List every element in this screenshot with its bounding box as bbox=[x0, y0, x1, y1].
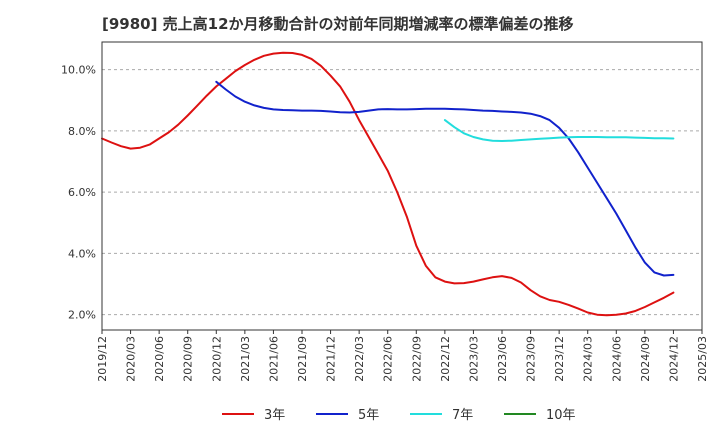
x-tick-label: 2020/03 bbox=[125, 336, 138, 382]
x-tick-label: 2021/09 bbox=[296, 336, 309, 382]
legend-label: 3年 bbox=[264, 408, 285, 423]
x-tick-label: 2020/06 bbox=[153, 336, 166, 382]
x-tick-label: 2023/09 bbox=[525, 336, 538, 382]
chart-title: [9980] 売上高12か月移動合計の対前年同期増減率の標準偏差の推移 bbox=[102, 15, 574, 33]
legend-label: 5年 bbox=[358, 408, 379, 423]
x-tick-label: 2023/12 bbox=[553, 336, 566, 382]
x-tick-label: 2021/06 bbox=[267, 336, 280, 382]
x-tick-label: 2024/12 bbox=[667, 336, 680, 382]
legend-label: 10年 bbox=[546, 408, 576, 423]
x-tick-label: 2023/06 bbox=[496, 336, 509, 382]
series-line-2 bbox=[215, 80, 675, 277]
series-line-3 bbox=[443, 119, 675, 142]
x-tick-label: 2022/12 bbox=[439, 336, 452, 382]
x-tick-label: 2022/03 bbox=[353, 336, 366, 382]
y-tick-label: 10.0% bbox=[61, 64, 96, 77]
legend-label: 7年 bbox=[452, 408, 473, 423]
x-tick-label: 2024/06 bbox=[610, 336, 623, 382]
x-tick-label: 2022/09 bbox=[410, 336, 423, 382]
y-tick-label: 6.0% bbox=[68, 186, 96, 199]
x-tick-label: 2021/12 bbox=[325, 336, 338, 382]
x-axis-ticks: 2019/12 2020/03 2020/06 2020/09 2020/12 2021/… bbox=[96, 330, 709, 382]
x-tick-label: 2023/03 bbox=[467, 336, 480, 382]
x-tick-label: 2019/12 bbox=[96, 336, 109, 382]
series-layer bbox=[101, 51, 675, 317]
y-axis-ticks: 2.0% 4.0% 6.0% 8.0% 10.0% bbox=[61, 64, 96, 322]
plot-area-frame bbox=[101, 41, 703, 331]
x-tick-label: 2024/09 bbox=[639, 336, 652, 382]
grid-lines bbox=[102, 69, 702, 316]
x-tick-label: 2021/03 bbox=[239, 336, 252, 382]
y-tick-label: 4.0% bbox=[68, 247, 96, 260]
y-tick-label: 8.0% bbox=[68, 125, 96, 138]
series-line-1 bbox=[101, 51, 675, 317]
x-tick-label: 2020/12 bbox=[210, 336, 223, 382]
x-tick-label: 2024/03 bbox=[582, 336, 595, 382]
x-tick-label: 2020/09 bbox=[182, 336, 195, 382]
legend: 3年 5年 7年 10年 bbox=[222, 408, 576, 423]
x-tick-label: 2022/06 bbox=[382, 336, 395, 382]
x-tick-label: 2025/03 bbox=[696, 336, 709, 382]
y-tick-label: 2.0% bbox=[68, 309, 96, 322]
